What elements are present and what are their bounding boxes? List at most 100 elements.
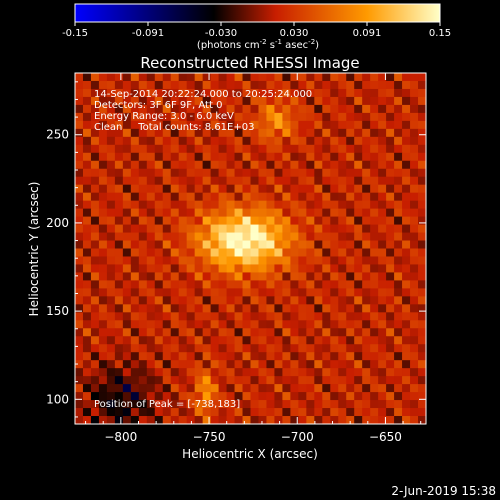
heatmap-cell [75, 200, 84, 210]
heatmap-cell [234, 408, 243, 417]
heatmap-cell [378, 256, 387, 265]
heatmap-cell [346, 216, 355, 225]
heatmap-cell [98, 360, 108, 369]
heatmap-cell [258, 232, 267, 241]
heatmap-cell [282, 264, 291, 273]
heatmap-cell [210, 360, 219, 369]
heatmap-cell [138, 328, 148, 337]
heatmap-cell [386, 176, 395, 186]
heatmap-cell [410, 176, 419, 186]
heatmap-cell [346, 200, 355, 210]
heatmap-cell [402, 400, 411, 409]
heatmap-cell [402, 224, 411, 233]
heatmap-cell [154, 336, 164, 345]
heatmap-cell [274, 288, 283, 297]
heatmap-cell [370, 224, 379, 233]
x-tick-label: −750 [193, 430, 226, 444]
heatmap-cell [75, 336, 84, 345]
heatmap-cell [146, 136, 156, 146]
heatmap-cell [210, 352, 219, 361]
heatmap-cell [330, 416, 339, 424]
heatmap-cell [330, 304, 339, 313]
heatmap-cell [298, 296, 307, 305]
heatmap-cell [82, 296, 92, 305]
heatmap-cell [410, 280, 419, 289]
heatmap-cell [338, 240, 347, 249]
heatmap-cell [378, 416, 387, 424]
heatmap-cell [258, 360, 267, 369]
heatmap-cell [202, 408, 212, 417]
heatmap-cell [394, 208, 403, 217]
heatmap-cell [210, 232, 219, 241]
heatmap-cell [362, 112, 371, 122]
heatmap-cell [114, 168, 124, 178]
heatmap-cell [338, 112, 347, 122]
heatmap-cell [90, 232, 100, 241]
heatmap-cell [75, 256, 84, 265]
heatmap-cell [362, 152, 371, 162]
heatmap-cell [314, 328, 323, 337]
x-axis: −800 −750 −700 −650 [85, 73, 422, 444]
heatmap-cell [258, 168, 267, 178]
heatmap-cell [122, 336, 132, 345]
heatmap-cell [75, 73, 84, 82]
heatmap-cell [378, 240, 387, 249]
heatmap-cell [370, 104, 379, 114]
heatmap-cell [282, 208, 291, 217]
heatmap-cell [218, 136, 227, 146]
heatmap-cell [138, 152, 148, 162]
heatmap-cell [410, 96, 419, 106]
heatmap-cell [338, 344, 347, 353]
heatmap-cell [170, 304, 180, 313]
heatmap-cell [234, 232, 243, 241]
heatmap-cell [178, 344, 188, 353]
heatmap-cell [394, 256, 403, 265]
heatmap-cell [338, 360, 347, 369]
heatmap-cell [346, 320, 355, 329]
heatmap-cell [274, 304, 283, 313]
heatmap-cell [186, 160, 196, 170]
heatmap-cell [186, 256, 196, 265]
heatmap-cell [218, 176, 227, 186]
heatmap-cell [138, 336, 148, 345]
heatmap-cell [338, 136, 347, 146]
heatmap-cell [386, 168, 395, 178]
heatmap-cell [418, 136, 426, 146]
heatmap-cell [362, 416, 371, 424]
heatmap-cell [274, 360, 283, 369]
heatmap-cell [410, 336, 419, 345]
heatmap-cell [82, 104, 92, 114]
heatmap-cell [162, 136, 172, 146]
heatmap-cell [282, 112, 291, 122]
heatmap-cell [218, 280, 227, 289]
heatmap-cell [98, 112, 108, 122]
heatmap-cell [90, 216, 100, 225]
heatmap-cell [418, 168, 426, 178]
heatmap-cell [378, 336, 387, 345]
heatmap-cell [418, 272, 426, 281]
heatmap-cell [130, 80, 140, 90]
heatmap-cell [162, 288, 172, 297]
heatmap-cell [338, 192, 347, 202]
heatmap-cell [130, 408, 140, 417]
heatmap-cell [418, 128, 426, 138]
heatmap-cell [250, 240, 259, 249]
heatmap-cell [122, 240, 132, 249]
heatmap-cell [186, 216, 196, 225]
heatmap-cell [258, 384, 267, 393]
heatmap-cell [170, 312, 180, 321]
heatmap-cell [418, 280, 426, 289]
heatmap-cell [298, 73, 307, 82]
heatmap-cell [194, 128, 204, 138]
heatmap-cell [122, 400, 132, 409]
heatmap-cell [194, 176, 204, 186]
heatmap-cell [282, 288, 291, 297]
heatmap-cell [402, 352, 411, 361]
heatmap-cell [394, 272, 403, 281]
heatmap-cell [418, 368, 426, 377]
heatmap-cell [98, 416, 108, 424]
heatmap-cell [218, 104, 227, 114]
heatmap-cell [194, 152, 204, 162]
heatmap-cell [82, 120, 92, 130]
heatmap-cell [114, 224, 124, 233]
